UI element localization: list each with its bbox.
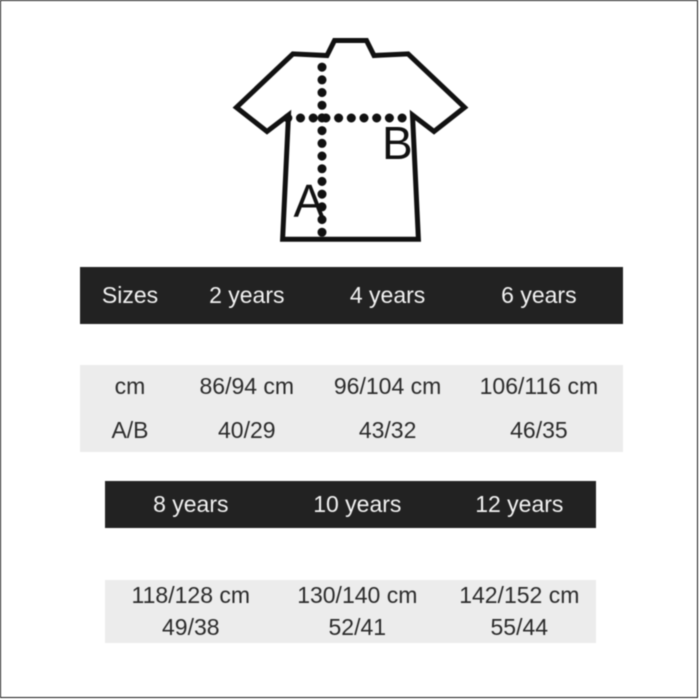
svg-text:B: B: [382, 117, 413, 169]
svg-text:A: A: [294, 175, 325, 227]
